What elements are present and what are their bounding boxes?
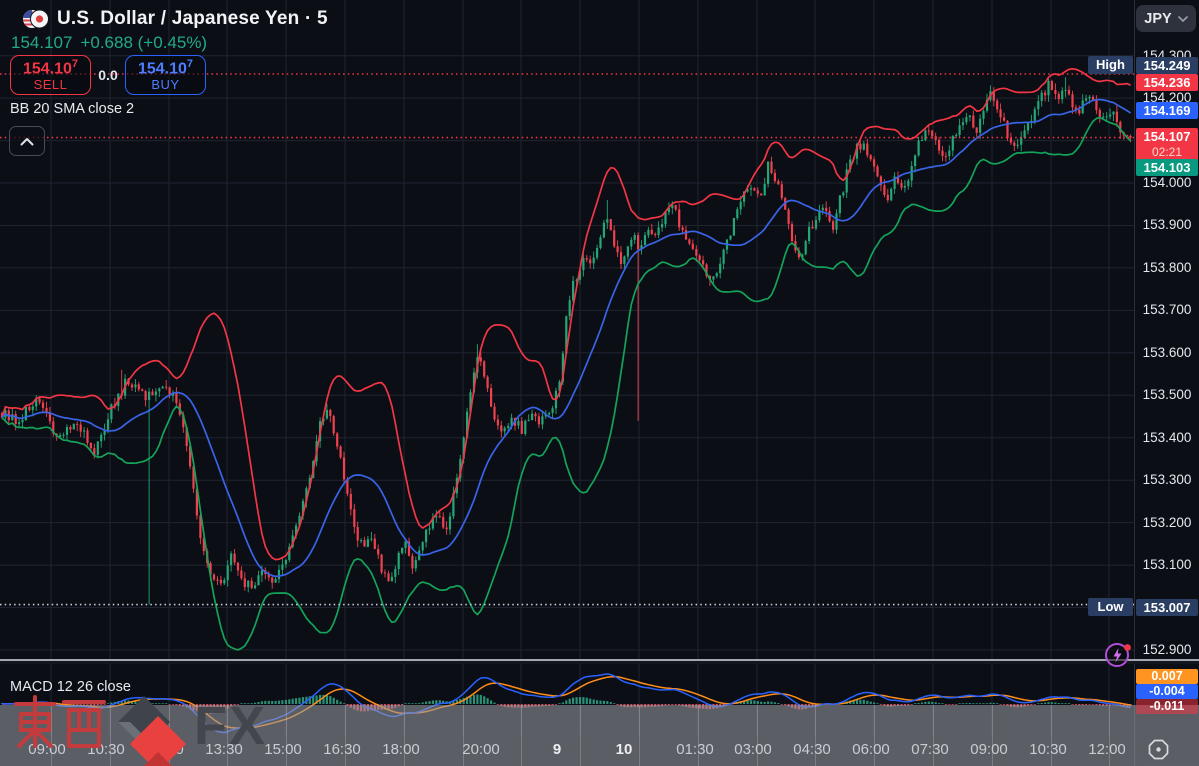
flash-alert-icon[interactable] — [1103, 641, 1137, 671]
price-axis-label: 153.800 — [1142, 260, 1192, 275]
sell-button-label: SELL — [33, 76, 68, 92]
chevron-down-icon — [1177, 15, 1188, 22]
price-badge: 154.107 02:21 — [1136, 128, 1198, 162]
time-axis-label: 12:00 — [146, 741, 184, 758]
countdown-timer: 02:21 — [1151, 145, 1183, 159]
price-chart-canvas[interactable] — [0, 0, 1134, 660]
sell-button[interactable]: 154.107 SELL — [10, 55, 91, 95]
low-marker-badge: Low — [1088, 598, 1133, 616]
price-badge: 154.103 — [1136, 158, 1198, 176]
price-change: +0.688 (+0.45%) — [80, 33, 208, 52]
bollinger-band-line — [1, 98, 1132, 578]
macd-indicator-label[interactable]: MACD 12 26 close — [10, 679, 131, 695]
price-axis-label: 153.700 — [1142, 302, 1192, 317]
collapse-header-button[interactable] — [9, 126, 45, 156]
band-gridline — [227, 705, 228, 766]
bottom-overlay-band — [0, 705, 1199, 766]
macd-value-badge: -0.011 — [1136, 698, 1198, 714]
time-axis-label: 20:00 — [462, 741, 500, 758]
bollinger-band-line — [1, 116, 1132, 651]
price-axis-label: 153.900 — [1142, 217, 1192, 232]
high-marker-badge: High — [1088, 56, 1133, 74]
quote-row: 154.107 +0.688 (+0.45%) — [11, 33, 207, 53]
time-axis-label: 10 — [615, 741, 633, 758]
buy-button[interactable]: 154.107 BUY — [125, 55, 206, 95]
pane-separator[interactable] — [0, 659, 1199, 661]
band-gridline — [580, 705, 581, 766]
band-gridline — [404, 705, 405, 766]
price-axis-label: 153.200 — [1142, 515, 1192, 530]
spread-value: 0.0 — [98, 67, 118, 83]
pane-separator-shadow — [0, 661, 1199, 664]
time-axis-label: 09:00 — [970, 741, 1008, 758]
band-gridline — [757, 705, 758, 766]
time-axis-label: 09:00 — [28, 741, 66, 758]
time-axis-label: 06:00 — [852, 741, 890, 758]
usdjpy-flag-icon — [23, 9, 49, 29]
currency-selector[interactable]: JPY — [1136, 5, 1196, 32]
macd-value-badge: 0.007 — [1136, 668, 1198, 684]
symbol-header[interactable]: U.S. Dollar / Japanese Yen · 5 — [22, 6, 328, 32]
band-gridline — [933, 705, 934, 766]
price-badge: 153.007 — [1136, 598, 1198, 616]
price-axis-label: 153.400 — [1142, 430, 1192, 445]
time-axis-label: 04:30 — [793, 741, 831, 758]
bb-indicator-label[interactable]: BB 20 SMA close 2 — [10, 101, 135, 117]
price-axis-label: 153.300 — [1142, 472, 1192, 487]
time-axis-label: 01:30 — [676, 741, 714, 758]
time-axis-label: 13:30 — [205, 741, 243, 758]
time-axis-label: 10:30 — [87, 741, 125, 758]
time-axis-label: 9 — [552, 741, 562, 758]
buy-button-label: BUY — [151, 76, 180, 92]
price-badge: 154.169 — [1136, 101, 1198, 119]
band-gridline — [463, 705, 464, 766]
time-axis-label: 07:30 — [911, 741, 949, 758]
band-gridline — [1109, 705, 1110, 766]
band-gridline — [639, 705, 640, 766]
symbol-title: U.S. Dollar / Japanese Yen · 5 — [57, 8, 328, 29]
price-badge: 154.236 — [1136, 73, 1198, 91]
price-axis-label: 152.900 — [1142, 642, 1192, 657]
time-axis-label: 10:30 — [1029, 741, 1067, 758]
bollinger-band-line — [1, 68, 1131, 561]
price-axis-label: 153.600 — [1142, 345, 1192, 360]
time-axis-label: 12:00 — [1088, 741, 1126, 758]
band-gridline — [874, 705, 875, 766]
last-price: 154.107 — [11, 33, 73, 52]
price-axis-label: 154.000 — [1142, 175, 1192, 190]
band-gridline — [286, 705, 287, 766]
band-gridline — [698, 705, 699, 766]
chevron-up-icon — [20, 137, 34, 145]
time-axis-label: 18:00 — [382, 741, 420, 758]
time-axis-label: 03:00 — [734, 741, 772, 758]
band-gridline — [815, 705, 816, 766]
octagon-target-icon[interactable] — [1146, 737, 1171, 762]
price-axis-label: 153.100 — [1142, 557, 1192, 572]
macd-value-badge: -0.004 — [1136, 683, 1198, 699]
price-badge: 154.249 — [1136, 56, 1198, 74]
price-axis-border — [1134, 0, 1135, 766]
price-axis-label: 154.200 — [1142, 90, 1192, 105]
band-gridline — [521, 705, 522, 766]
price-axis-label: 153.500 — [1142, 387, 1192, 402]
band-gridline — [992, 705, 993, 766]
candles — [0, 80, 1132, 589]
band-gridline — [1051, 705, 1052, 766]
band-gridline — [110, 705, 111, 766]
time-axis-label: 15:00 — [264, 741, 302, 758]
band-gridline — [345, 705, 346, 766]
time-axis-label: 16:30 — [323, 741, 361, 758]
